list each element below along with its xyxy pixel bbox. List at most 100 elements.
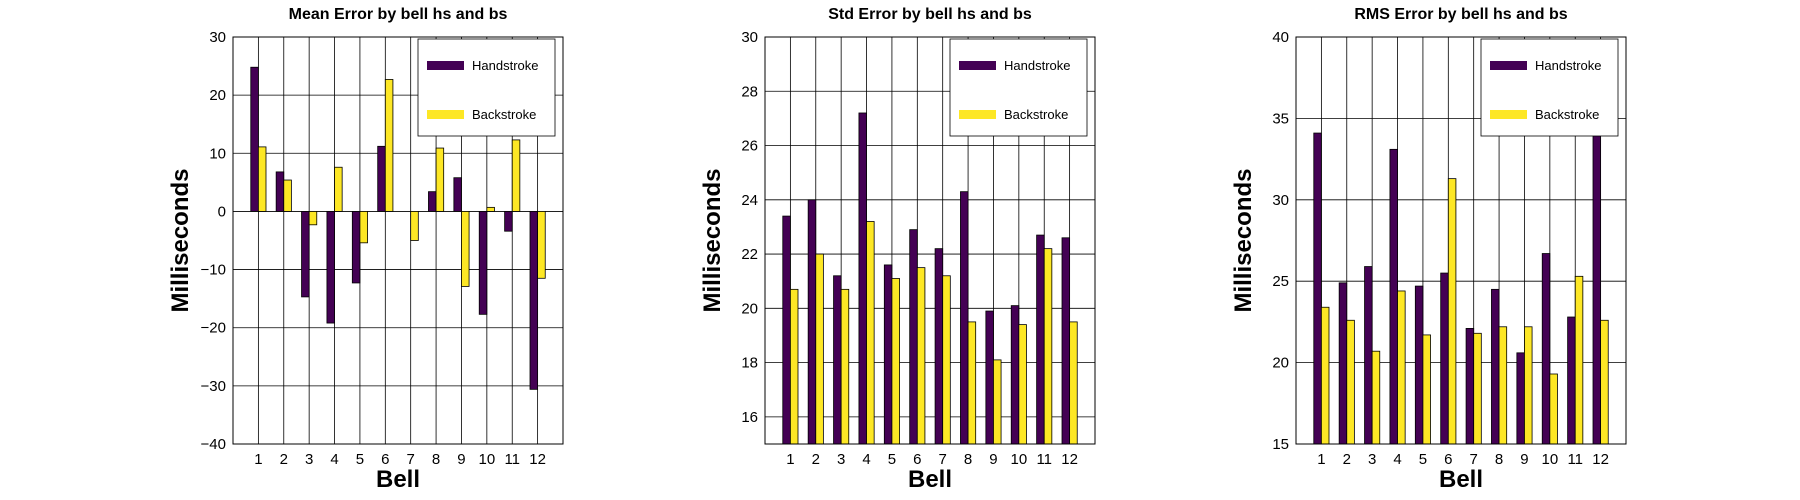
bar-handstroke-bell-9 <box>1516 352 1525 445</box>
bar-backstroke-bell-9 <box>461 211 470 287</box>
bar-handstroke-bell-4 <box>326 211 335 324</box>
y-tick-label: 18 <box>741 355 758 372</box>
x-tick-label: 12 <box>1061 451 1078 468</box>
y-tick-label: 20 <box>209 87 226 104</box>
bar-handstroke-bell-2 <box>807 199 817 445</box>
bar-backstroke-bell-9 <box>993 359 1002 445</box>
x-axis-label: Bell <box>376 466 420 493</box>
y-tick-label: −30 <box>201 378 226 395</box>
y-tick-label: −40 <box>201 436 226 453</box>
x-tick-label: 11 <box>1567 451 1583 468</box>
legend-swatch-backstroke <box>959 110 996 119</box>
bar-backstroke-bell-7 <box>410 211 419 241</box>
y-tick-label: 35 <box>1272 110 1289 127</box>
bar-handstroke-bell-8 <box>960 191 969 445</box>
bar-handstroke-bell-1 <box>782 215 791 445</box>
bar-handstroke-bell-2 <box>1338 282 1348 445</box>
bar-backstroke-bell-4 <box>866 221 875 445</box>
legend-swatch-handstroke <box>959 61 996 70</box>
bar-backstroke-bell-10 <box>1018 324 1027 445</box>
y-axis-label: Milliseconds <box>1230 168 1257 312</box>
bar-handstroke-bell-10 <box>1541 253 1551 445</box>
y-tick-label: 26 <box>741 138 758 155</box>
chart-title: Mean Error by bell hs and bs <box>289 6 508 23</box>
y-tick-label: 16 <box>741 409 758 426</box>
bar-backstroke-bell-3 <box>840 288 850 445</box>
y-tick-label: 20 <box>741 300 758 317</box>
x-tick-label: 12 <box>529 451 546 468</box>
y-tick-label: 20 <box>1272 355 1289 372</box>
bar-backstroke-bell-9 <box>1524 326 1533 445</box>
x-tick-label: 1 <box>1317 451 1325 468</box>
legend-swatch-backstroke <box>427 110 464 119</box>
x-axis-label: Bell <box>908 466 952 493</box>
y-tick-label: 24 <box>741 192 758 209</box>
bar-handstroke-bell-4 <box>1389 148 1398 445</box>
y-tick-label: 40 <box>1272 29 1289 46</box>
bar-handstroke-bell-11 <box>1036 234 1045 445</box>
bar-handstroke-bell-5 <box>351 211 361 284</box>
x-tick-label: 1 <box>786 451 794 468</box>
bar-backstroke-bell-8 <box>967 321 977 445</box>
legend-label-handstroke: Handstroke <box>1004 58 1070 73</box>
bar-backstroke-bell-6 <box>384 79 394 212</box>
bar-backstroke-bell-11 <box>1043 248 1053 445</box>
x-tick-label: 7 <box>939 451 947 468</box>
y-tick-label: −20 <box>201 320 226 337</box>
bar-backstroke-bell-8 <box>435 147 445 212</box>
x-tick-label: 6 <box>381 451 389 468</box>
bar-handstroke-bell-8 <box>428 191 437 212</box>
y-tick-label: 15 <box>1272 436 1289 453</box>
legend-swatch-handstroke <box>427 61 464 70</box>
y-tick-label: 30 <box>209 29 226 46</box>
x-tick-label: 7 <box>1470 451 1478 468</box>
y-tick-label: 22 <box>741 246 758 263</box>
x-tick-label: 5 <box>356 451 364 468</box>
legend-label-handstroke: Handstroke <box>472 58 538 73</box>
legend-label-backstroke: Backstroke <box>472 107 536 122</box>
x-tick-label: 3 <box>305 451 313 468</box>
bar-handstroke-bell-8 <box>1491 288 1500 445</box>
bar-handstroke-bell-1 <box>250 66 259 212</box>
bar-handstroke-bell-6 <box>909 229 918 445</box>
y-axis-label: Milliseconds <box>167 168 194 312</box>
bar-handstroke-bell-9 <box>453 177 462 212</box>
x-tick-label: 6 <box>1444 451 1452 468</box>
legend-box <box>1480 38 1619 137</box>
bar-handstroke-bell-6 <box>377 145 386 212</box>
bar-handstroke-bell-11 <box>1567 316 1576 445</box>
x-tick-label: 10 <box>1011 451 1028 468</box>
bar-handstroke-bell-9 <box>985 310 994 445</box>
legend-swatch-handstroke <box>1490 61 1527 70</box>
bar-handstroke-bell-5 <box>1414 285 1424 445</box>
y-axis-label: Milliseconds <box>699 168 726 312</box>
x-tick-label: 3 <box>837 451 845 468</box>
bar-handstroke-bell-2 <box>275 171 285 212</box>
bar-backstroke-bell-7 <box>942 275 951 445</box>
x-tick-label: 2 <box>280 451 288 468</box>
y-tick-label: −10 <box>201 262 226 279</box>
x-tick-label: 9 <box>1520 451 1528 468</box>
bar-backstroke-bell-2 <box>1346 319 1355 445</box>
legend: Handstroke Backstroke <box>949 38 1088 137</box>
x-tick-label: 12 <box>1592 451 1609 468</box>
x-tick-label: 6 <box>913 451 921 468</box>
chart-title: RMS Error by bell hs and bs <box>1354 6 1567 23</box>
bar-backstroke-bell-1 <box>789 288 799 445</box>
x-tick-label: 5 <box>888 451 896 468</box>
x-tick-label: 4 <box>330 451 338 468</box>
legend-label-backstroke: Backstroke <box>1004 107 1068 122</box>
x-axis-label: Bell <box>1439 466 1483 493</box>
x-tick-label: 5 <box>1419 451 1427 468</box>
bar-backstroke-bell-12 <box>537 211 546 279</box>
bar-handstroke-bell-4 <box>858 112 867 445</box>
bar-handstroke-bell-11 <box>504 211 513 232</box>
bar-backstroke-bell-2 <box>815 253 824 445</box>
bar-backstroke-bell-12 <box>1600 319 1609 445</box>
bar-handstroke-bell-6 <box>1440 272 1449 445</box>
bar-backstroke-bell-4 <box>1397 290 1406 445</box>
x-tick-label: 4 <box>862 451 870 468</box>
